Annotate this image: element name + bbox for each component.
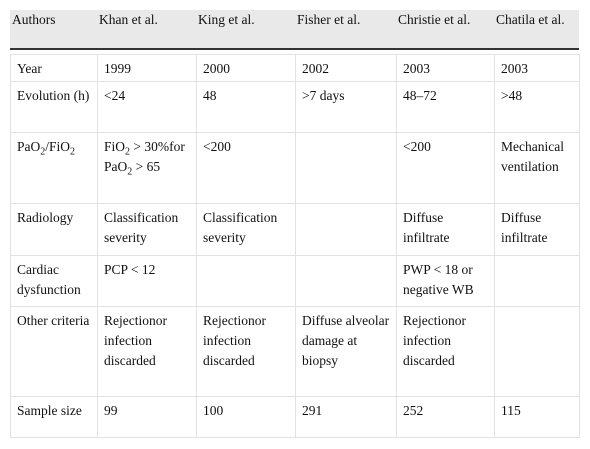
- table-cell: [196, 255, 296, 307]
- table-cell: [494, 255, 580, 307]
- header-row: Authors Khan et al. King et al. Fisher et a…: [10, 10, 579, 49]
- table-cell: 2000: [196, 54, 296, 82]
- header-cell: Fisher et al.: [295, 10, 396, 49]
- table-cell: <200: [196, 132, 296, 204]
- table-cell: 2003: [396, 54, 495, 82]
- table-cell: Classification severity: [196, 203, 296, 256]
- table-cell: >48: [494, 81, 580, 133]
- table-cell: 48–72: [396, 81, 495, 133]
- table-cell: <24: [97, 81, 197, 133]
- table-cell: <200: [396, 132, 495, 204]
- table-cell: Diffuse infiltrate: [396, 203, 495, 256]
- table-row: PaO2/FiO2 FiO2 > 30%for PaO2 > 65 <200 <200…: [10, 132, 580, 204]
- table-row: Radiology Classification severity Classifi…: [10, 203, 580, 256]
- row-label: Other criteria: [10, 306, 98, 397]
- header-cell: Khan et al.: [97, 10, 196, 49]
- table-cell: Rejectionor infection discarded: [97, 306, 197, 397]
- row-label: PaO2/FiO2: [10, 132, 98, 204]
- table-cell: [295, 203, 397, 256]
- table-cell: 252: [396, 396, 495, 438]
- table-header: Authors Khan et al. King et al. Fisher et a…: [10, 10, 579, 50]
- table-cell: [295, 255, 397, 307]
- table-cell: 115: [494, 396, 580, 438]
- table-cell: Diffuse alveolar damage at biopsy: [295, 306, 397, 397]
- table-cell: [295, 132, 397, 204]
- table-cell: 2002: [295, 54, 397, 82]
- table-row: Other criteria Rejectionor infection disc…: [10, 306, 580, 397]
- table-cell: 100: [196, 396, 296, 438]
- table-cell: 1999: [97, 54, 197, 82]
- table-body: Year 1999 2000 2002 2003 2003 Evolution (h) <24…: [10, 54, 580, 438]
- header-cell: Chatila et al.: [494, 10, 579, 49]
- table-cell: >7 days: [295, 81, 397, 133]
- table-cell: PCP < 12: [97, 255, 197, 307]
- table-cell: 99: [97, 396, 197, 438]
- row-label: Cardiac dysfunction: [10, 255, 98, 307]
- table-cell: [494, 306, 580, 397]
- table-cell: 48: [196, 81, 296, 133]
- table-cell: Rejectionor infection discarded: [196, 306, 296, 397]
- table-cell: Diffuse infiltrate: [494, 203, 580, 256]
- table-row: Year 1999 2000 2002 2003 2003: [10, 54, 580, 82]
- table-cell: Mechanical ventilation: [494, 132, 580, 204]
- table-cell: Classification severity: [97, 203, 197, 256]
- table-row: Cardiac dysfunction PCP < 12 PWP < 18 or n…: [10, 255, 580, 307]
- header-cell: King et al.: [196, 10, 295, 49]
- header-cell: Christie et al.: [396, 10, 494, 49]
- table-cell: 291: [295, 396, 397, 438]
- table-row: Sample size 99 100 291 252 115: [10, 396, 580, 438]
- table-cell: PWP < 18 or negative WB: [396, 255, 495, 307]
- row-label: Year: [10, 54, 98, 82]
- row-label: Sample size: [10, 396, 98, 438]
- table-row: Evolution (h) <24 48 >7 days 48–72 >48: [10, 81, 580, 133]
- table-cell: 2003: [494, 54, 580, 82]
- table-cell: FiO2 > 30%for PaO2 > 65: [97, 132, 197, 204]
- table-wrap: Authors Khan et al. King et al. Fisher et a…: [10, 10, 580, 438]
- table-cell: Rejectionor infection discarded: [396, 306, 495, 397]
- row-label: Evolution (h): [10, 81, 98, 133]
- row-label: Radiology: [10, 203, 98, 256]
- header-cell: Authors: [10, 10, 97, 49]
